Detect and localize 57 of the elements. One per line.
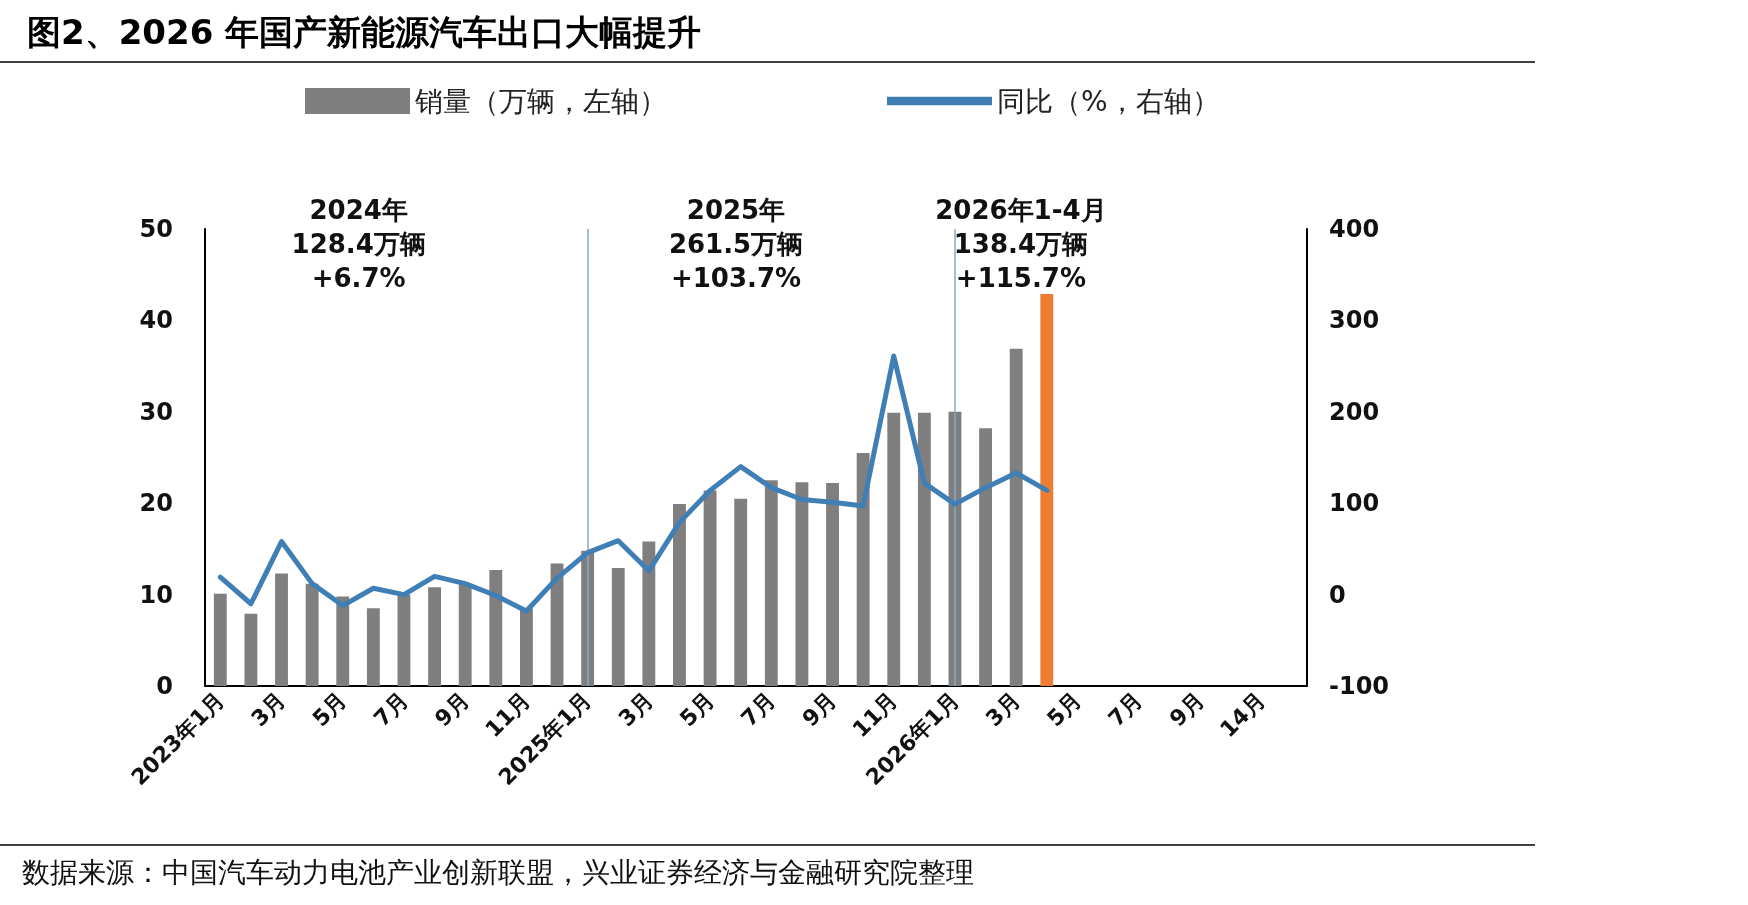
x-tick-label: 7月 (1103, 687, 1148, 732)
bar (305, 583, 319, 686)
bar (826, 483, 839, 686)
bar (917, 412, 931, 686)
x-tick-label: 3月 (246, 687, 291, 732)
x-tick-label: 5月 (674, 687, 719, 732)
bar (703, 490, 717, 686)
bar (397, 594, 411, 686)
bar (887, 412, 901, 686)
x-tick-label: 14月 (1215, 687, 1270, 743)
y-tick-label: 50 (139, 215, 173, 243)
y-tick-label: 10 (139, 580, 173, 609)
bar (489, 569, 503, 686)
annotation: 2025年 261.5万辆 +103.7% (668, 195, 804, 293)
y-tick-label: 0 (156, 672, 173, 700)
bar (428, 587, 442, 686)
bar (1040, 293, 1054, 686)
bar (734, 498, 748, 686)
y2-tick-label: 0 (1329, 580, 1346, 609)
x-tick-label: 7月 (736, 687, 781, 732)
y2-tick-label: 200 (1329, 397, 1380, 426)
x-tick-label: 3月 (613, 687, 658, 732)
y-tick-label: 30 (139, 397, 173, 426)
bar (856, 452, 870, 686)
legend-label: 销量（万辆，左轴） (414, 84, 667, 118)
bar (795, 482, 809, 686)
x-tick-label: 5月 (307, 687, 352, 732)
annotation: 2024年 128.4万辆 +6.7% (291, 195, 426, 293)
x-tick-label: 9月 (429, 687, 475, 732)
bar (764, 480, 778, 686)
bar (979, 428, 993, 686)
x-tick-label: 9月 (797, 687, 842, 732)
x-tick-label: 3月 (980, 687, 1026, 732)
bar (673, 504, 686, 686)
bar (244, 613, 258, 686)
bar (1009, 348, 1023, 686)
y2-tick-label: 300 (1329, 306, 1380, 335)
y2-tick-label: 100 (1329, 489, 1380, 518)
annotation: 2026年1-4月 138.4万辆 +115.7% (935, 195, 1107, 293)
bar (642, 541, 656, 686)
bar (213, 593, 227, 686)
y2-tick-label: -100 (1329, 672, 1390, 700)
y-tick-label: 40 (139, 306, 173, 335)
source-note: 数据来源：中国汽车动力电池产业创新联盟，兴业证券经济与金融研究院整理 (22, 855, 974, 889)
bar (336, 596, 350, 686)
chart-title: 图2、2026 年国产新能源汽车出口大幅提升 (27, 12, 702, 52)
bar (519, 608, 533, 686)
y-tick-label: 20 (139, 489, 173, 518)
x-tick-label: 9月 (1164, 687, 1209, 732)
bar (611, 568, 625, 686)
x-tick-label: 5月 (1042, 687, 1087, 732)
legend-label: 同比（%，右轴） (997, 84, 1220, 118)
y2-tick-label: 400 (1329, 215, 1380, 243)
bar (366, 608, 380, 686)
bar (458, 584, 472, 686)
x-tick-label: 7月 (368, 687, 413, 732)
bar (275, 573, 288, 686)
